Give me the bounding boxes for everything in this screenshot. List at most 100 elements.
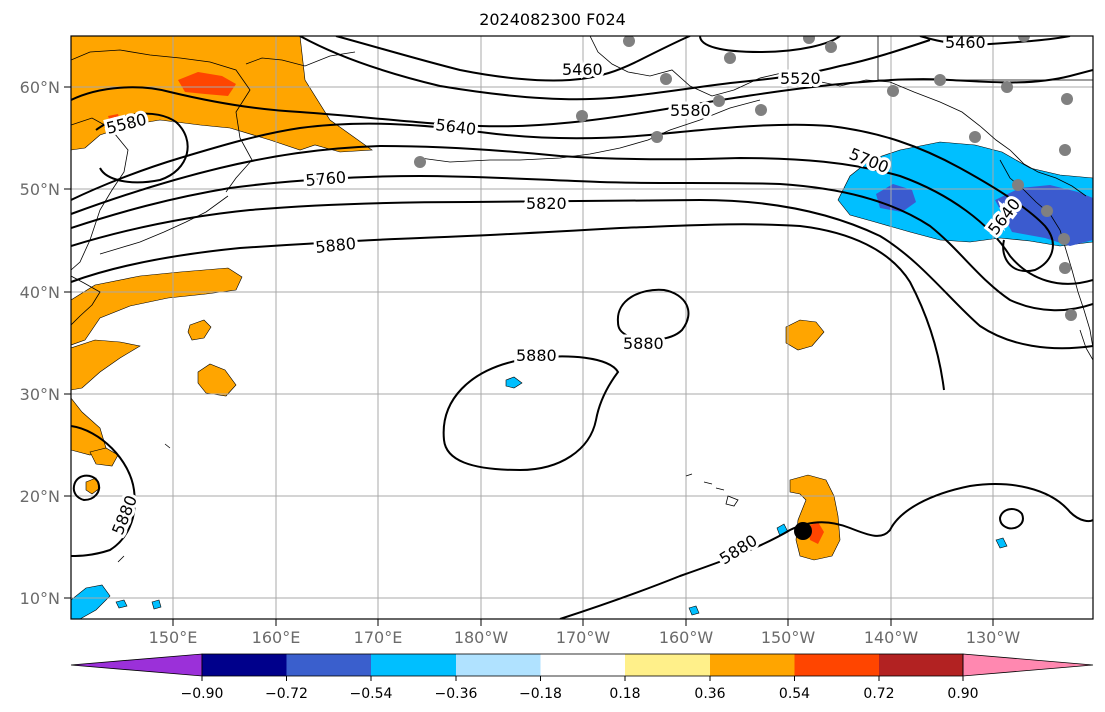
positive-field-west-35n (71, 339, 141, 391)
station-marker (1059, 144, 1071, 156)
contour-5760 (71, 174, 1093, 312)
station-marker (755, 104, 767, 116)
station-marker (660, 73, 672, 85)
colorbar-segment (456, 654, 541, 676)
contour-label: 5760 (305, 168, 347, 190)
map-plot-area: 5460 5460 5520 5580 5580 5640 5640 5700 … (71, 36, 1093, 619)
lon-label: 130°W (966, 628, 1021, 647)
station-marker (623, 36, 635, 47)
colorbar: −0.90 −0.72 −0.54 −0.36 −0.18 0.18 0.36 … (70, 653, 1094, 702)
contour-label: 5580 (670, 101, 711, 120)
contour-5880-south (559, 483, 1093, 619)
lon-label: 150°W (761, 628, 816, 647)
strong-positive-hawaii-south (808, 522, 824, 544)
lon-label: 160°W (659, 628, 714, 647)
lat-label: 60°N (20, 78, 60, 97)
lon-label: 180°W (454, 628, 509, 647)
coastline-siberia-east (245, 51, 356, 67)
station-markers (414, 36, 1077, 321)
contour-5880-west-small-loop (72, 474, 100, 502)
colorbar-segment (70, 653, 203, 677)
station-marker (1001, 81, 1013, 93)
gridlines (71, 36, 1093, 619)
positive-blob-2 (197, 363, 237, 397)
colorbar-segment (710, 654, 795, 676)
station-marker (803, 36, 815, 44)
station-marker (724, 52, 736, 64)
lon-label: 140°W (864, 628, 919, 647)
contour-5880-island-1 (442, 355, 620, 472)
station-marker (825, 41, 837, 53)
colorbar-tick-label: −0.90 (181, 686, 224, 702)
station-marker (1065, 309, 1077, 321)
negative-blob-3 (995, 537, 1008, 549)
contour-label: 5820 (526, 194, 567, 213)
contour-label: 5460 (562, 60, 603, 79)
station-marker (414, 156, 426, 168)
contour-5460-northeast (919, 36, 1071, 46)
colorbar-tick-label: 0.72 (863, 686, 894, 702)
station-marker (1058, 233, 1070, 245)
contour-5880-island-2 (616, 288, 690, 341)
station-marker (713, 95, 725, 107)
station-marker (576, 110, 588, 122)
japan-island-small (117, 443, 171, 563)
colorbar-segment (625, 654, 710, 676)
colorbar-tick-label: −0.72 (265, 686, 308, 702)
station-marker (1059, 262, 1071, 274)
station-marker (934, 74, 946, 86)
contour-5700 (71, 144, 1093, 285)
colorbar-segment (540, 654, 625, 676)
coastline-baja (1079, 329, 1093, 361)
contour-5460-west (335, 36, 691, 82)
positive-blob-3 (89, 447, 119, 467)
hawaii-islands (685, 473, 739, 507)
negative-field-southwest (71, 584, 111, 619)
coastline-kuriles (99, 195, 229, 255)
coastlines (71, 36, 1093, 563)
coastline-aleutians (419, 99, 761, 163)
colorbar-tick-label: 0.54 (779, 686, 810, 702)
page-title: 2024082300 F024 (479, 10, 626, 29)
station-marker (969, 131, 981, 143)
colorbar-segment (962, 653, 1094, 677)
station-marker (1012, 179, 1024, 191)
station-marker (651, 131, 663, 143)
height-contours (71, 36, 1093, 619)
contour-5880-main (71, 223, 945, 391)
lat-label: 50°N (20, 180, 60, 199)
lat-label: 40°N (20, 283, 60, 302)
colorbar-tick-label: 0.90 (947, 686, 978, 702)
colorbar-segment (202, 654, 287, 676)
colorbar-tick-label: −0.54 (350, 686, 393, 702)
colorbar-tick-label: −0.18 (519, 686, 562, 702)
colorbar-tick-label: 0.36 (694, 686, 725, 702)
colorbar-segment (286, 654, 371, 676)
latitude-axis: 60°N 50°N 40°N 30°N 20°N 10°N (20, 78, 71, 608)
positive-blob-1 (187, 319, 212, 341)
station-marker (1018, 36, 1030, 42)
station-marker (1041, 205, 1053, 217)
lon-label: 170°W (556, 628, 611, 647)
contour-5460-loop (699, 36, 841, 54)
contour-label: 5880 (623, 334, 664, 353)
lon-label: 170°E (354, 628, 403, 647)
station-marker (887, 85, 899, 97)
station-marker (1061, 93, 1073, 105)
colorbar-segment (794, 654, 879, 676)
colorbar-tick-label: 0.18 (609, 686, 640, 702)
negative-blob-1 (505, 376, 523, 389)
colorbar-segment (371, 654, 456, 676)
lat-label: 30°N (20, 385, 60, 404)
coastline-japan (71, 275, 101, 326)
colorbar-segment (879, 654, 963, 676)
lat-label: 20°N (20, 487, 60, 506)
contour-label: 5880 (516, 346, 557, 365)
lat-label: 10°N (20, 589, 60, 608)
contour-5880-east-small-loop (998, 508, 1024, 530)
longitude-axis: 150°E 160°E 170°E 180°W 170°W 160°W 150°… (149, 619, 1021, 647)
map-frame (70, 35, 1094, 620)
storm-center-marker (794, 522, 812, 540)
contour-5880-west-loop (71, 425, 136, 557)
